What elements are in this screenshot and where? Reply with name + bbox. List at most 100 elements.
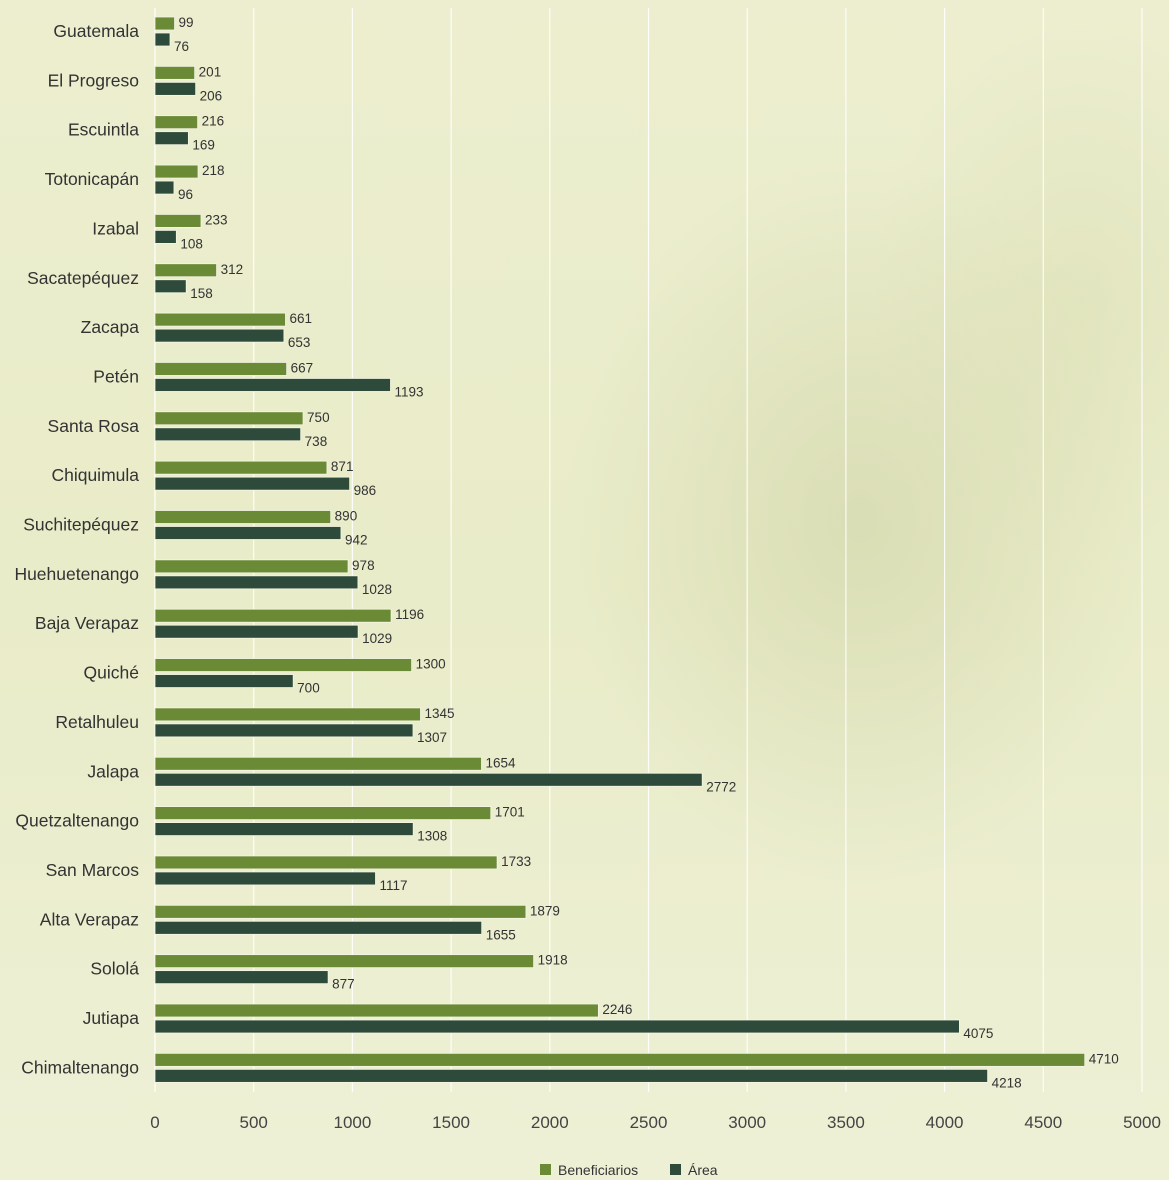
- data-label: 1196: [395, 607, 424, 622]
- bar: [154, 164, 199, 179]
- category-label: Totonicapán: [45, 169, 139, 189]
- bar: [154, 970, 329, 985]
- category-label: Zacapa: [81, 317, 140, 337]
- category-label: San Marcos: [46, 860, 140, 880]
- bar: [154, 1068, 989, 1083]
- data-label: 877: [332, 977, 355, 992]
- category-label: Chiquimula: [51, 465, 139, 485]
- bar: [154, 378, 391, 392]
- data-label: 986: [354, 483, 377, 498]
- data-label: 942: [345, 533, 368, 548]
- data-label: 312: [221, 262, 244, 277]
- bar: [154, 1003, 599, 1018]
- bar: [154, 658, 413, 672]
- bar: [154, 411, 304, 426]
- x-tick-label: 2500: [630, 1113, 668, 1132]
- category-label: Huehuetenango: [14, 564, 139, 584]
- x-tick-label: 0: [150, 1113, 159, 1132]
- data-label: 1655: [486, 927, 516, 942]
- category-label: El Progreso: [48, 70, 139, 90]
- data-label: 216: [202, 114, 225, 129]
- bar: [154, 312, 286, 327]
- category-label: Sacatepéquez: [27, 268, 139, 288]
- x-tick-label: 2000: [531, 1113, 569, 1132]
- data-label: 1879: [530, 903, 560, 918]
- data-label: 1300: [416, 657, 446, 672]
- category-label: Guatemala: [53, 21, 139, 41]
- bar: [154, 213, 202, 228]
- bar: [154, 115, 199, 130]
- data-label: 169: [192, 138, 215, 153]
- bar: [154, 954, 535, 969]
- bar: [154, 65, 196, 80]
- bar: [154, 16, 175, 31]
- x-tick-label: 500: [240, 1113, 268, 1132]
- bar: [154, 362, 288, 376]
- data-label: 4218: [992, 1075, 1022, 1090]
- category-label: Quetzaltenango: [15, 811, 139, 831]
- category-label: Suchitepéquez: [23, 515, 139, 535]
- data-label: 1345: [425, 706, 455, 721]
- data-label: 871: [331, 459, 354, 474]
- category-label: Alta Verapaz: [40, 909, 139, 929]
- data-label: 1193: [394, 384, 423, 399]
- data-label: 2246: [602, 1002, 632, 1017]
- bar: [154, 756, 482, 771]
- category-label: Izabal: [92, 218, 139, 238]
- data-label: 99: [179, 15, 194, 30]
- data-label: 1733: [501, 854, 531, 869]
- x-tick-label: 1500: [432, 1113, 470, 1132]
- bar: [154, 180, 175, 195]
- bar: [154, 263, 217, 278]
- bar: [154, 427, 302, 442]
- data-label: 661: [289, 311, 312, 326]
- data-label: 1701: [495, 805, 525, 820]
- data-label: 1117: [379, 878, 407, 893]
- x-tick-label: 4500: [1024, 1113, 1062, 1132]
- data-label: 158: [190, 286, 213, 301]
- data-label: 1308: [417, 829, 447, 844]
- bar: [154, 81, 197, 96]
- bar: [154, 229, 177, 244]
- category-label: Quiché: [84, 663, 139, 683]
- data-label: 233: [205, 212, 228, 227]
- data-label: 738: [305, 434, 328, 449]
- category-label: Baja Verapaz: [35, 613, 139, 633]
- category-label: Jutiapa: [83, 1008, 140, 1028]
- category-label: Retalhuleu: [55, 712, 139, 732]
- bar: [154, 772, 703, 787]
- data-label: 750: [307, 410, 330, 425]
- data-label: 667: [291, 360, 314, 375]
- category-label: Escuintla: [68, 120, 139, 140]
- category-label: Jalapa: [87, 761, 139, 781]
- bar: [154, 904, 527, 919]
- bar: [154, 328, 285, 343]
- x-tick-label: 1000: [333, 1113, 371, 1132]
- data-label: 653: [288, 335, 311, 350]
- bar: [154, 460, 328, 475]
- data-label: 2772: [706, 779, 736, 794]
- data-label: 108: [180, 236, 203, 251]
- category-labels: Guatemala El Progreso Escuintla Totonicapán…: [14, 21, 139, 1077]
- bar: [154, 608, 392, 623]
- x-tick-label: 5000: [1123, 1113, 1161, 1132]
- bar: [154, 131, 189, 146]
- data-label: 1028: [362, 582, 392, 597]
- data-label: 1654: [485, 755, 516, 770]
- data-label: 218: [202, 163, 225, 178]
- bar: [154, 723, 414, 738]
- x-axis-ticks: 0 500 1000 1500 2000 2500 3000 3500 4000 4500 5000: [150, 1113, 1161, 1132]
- data-label: 4075: [963, 1026, 993, 1041]
- data-label: 1307: [417, 730, 447, 745]
- data-label: 700: [297, 681, 320, 696]
- data-label: 890: [335, 509, 358, 524]
- bar: [154, 32, 171, 47]
- data-label: 1918: [538, 953, 568, 968]
- bar: [154, 1019, 960, 1034]
- data-label: 4710: [1089, 1051, 1119, 1066]
- category-label: Santa Rosa: [48, 416, 140, 436]
- category-label: Chimaltenango: [21, 1057, 139, 1077]
